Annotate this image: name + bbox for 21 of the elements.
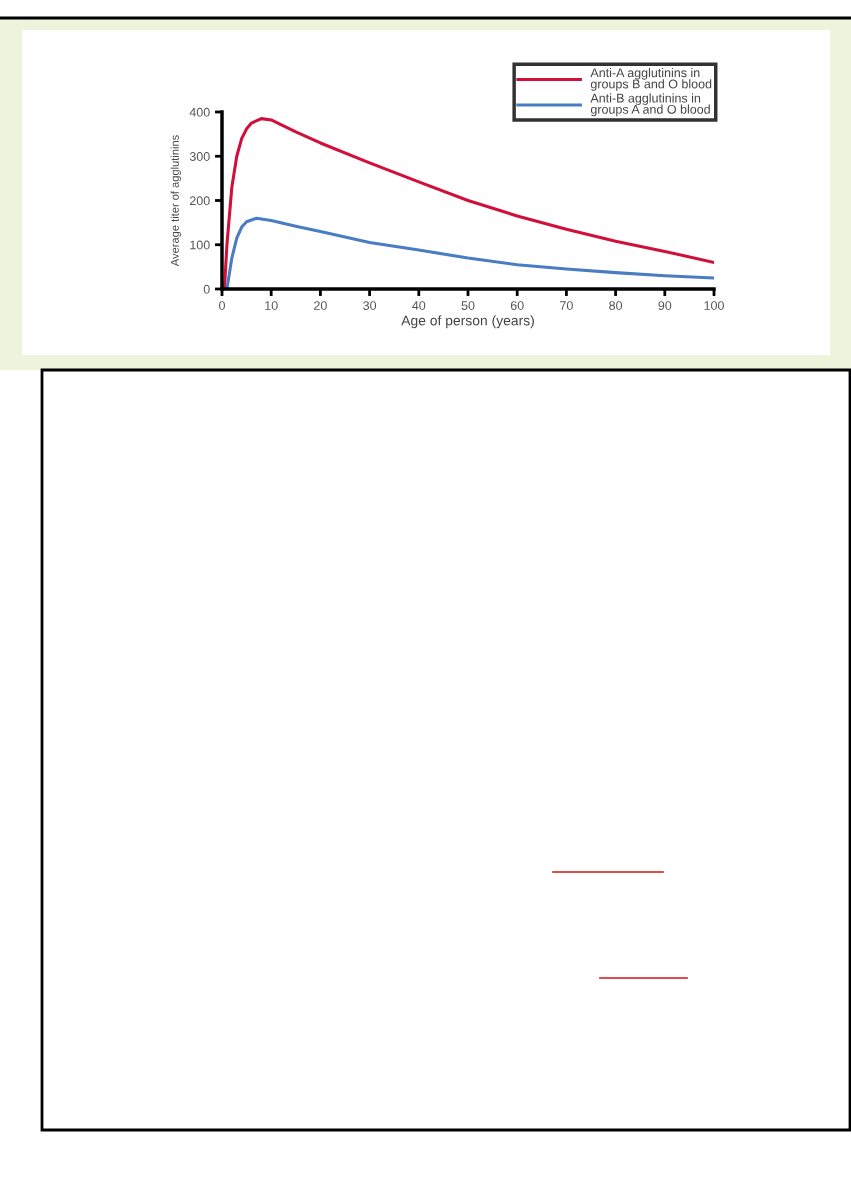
x-tick-label: 20 (314, 301, 327, 310)
y-tick-label: 300 (189, 152, 210, 161)
y-axis-title: Average titer of agglutinins (170, 135, 182, 267)
legend-label: Anti-A agglutinins in groups B and O blood (590, 68, 712, 91)
y-tick-label: 400 (189, 107, 210, 117)
x-tick-label: 10 (265, 301, 278, 310)
line-series (225, 216, 714, 289)
x-tick-label: 30 (363, 301, 377, 310)
y-tick-label: 200 (189, 196, 210, 206)
x-tick-label: 50 (461, 301, 475, 310)
y-tick-label: 100 (190, 240, 210, 250)
y-tick-label: 0 (203, 284, 210, 294)
x-tick-label: 90 (658, 301, 672, 310)
x-tick-label: 80 (609, 301, 623, 310)
x-tick-label: 60 (510, 301, 524, 310)
x-tick-label: 0 (219, 301, 225, 310)
x-tick-label: 100 (704, 301, 724, 310)
x-tick-label: 70 (560, 301, 573, 310)
x-axis-title: Age of person (years) (401, 315, 534, 329)
x-tick-label: 40 (412, 301, 426, 310)
legend-label: Anti-B agglutinins in groups A and O blood (590, 93, 710, 117)
